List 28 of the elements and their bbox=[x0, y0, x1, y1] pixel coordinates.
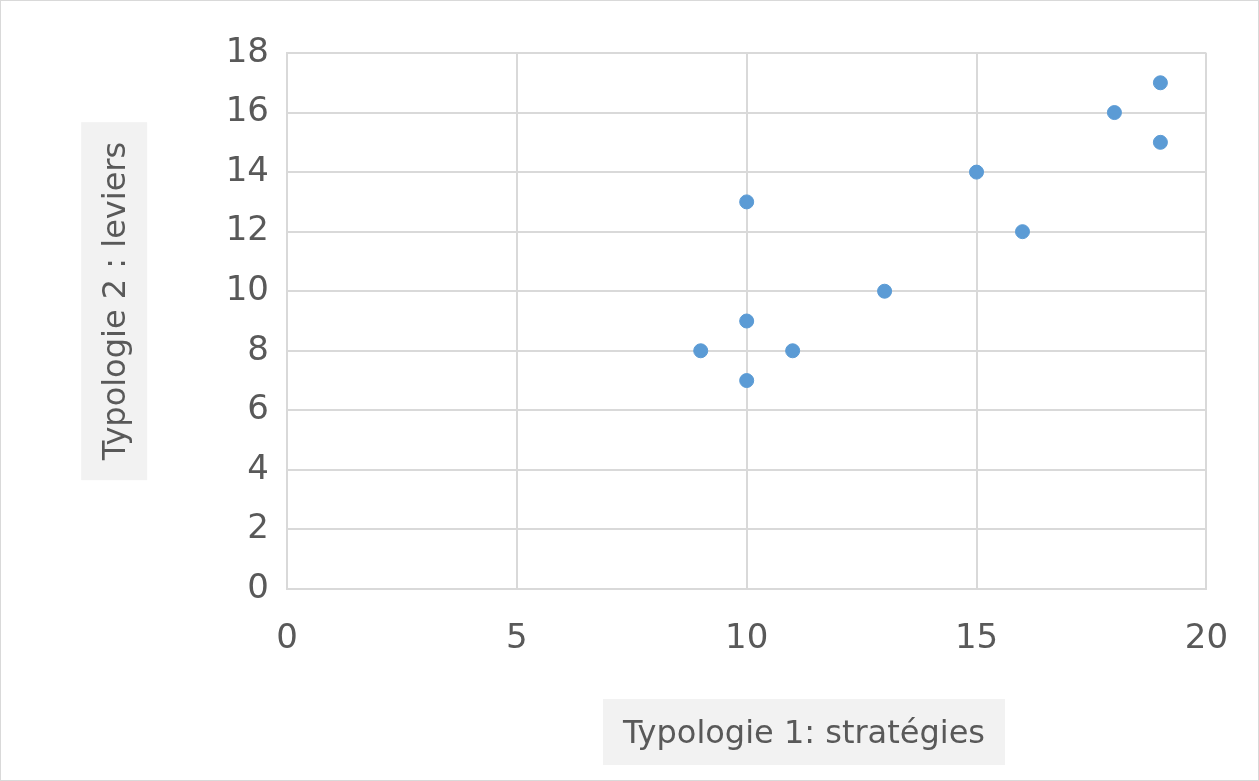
y-tick-label: 10 bbox=[225, 268, 269, 309]
x-tick-label: 5 bbox=[506, 616, 528, 657]
point bbox=[877, 283, 893, 299]
point bbox=[785, 343, 801, 359]
y-tick-label: 0 bbox=[247, 565, 269, 606]
y-axis-title: Typologie 2 : leviers bbox=[81, 121, 148, 481]
x-tick-label: 15 bbox=[954, 616, 999, 657]
y-tick-label: 16 bbox=[225, 89, 269, 130]
y-tick-label: 8 bbox=[247, 327, 269, 368]
y-tick-label: 12 bbox=[225, 208, 269, 249]
point bbox=[1152, 75, 1168, 91]
x-tick-label: 10 bbox=[725, 616, 769, 657]
y-tick-label: 14 bbox=[225, 148, 269, 189]
point bbox=[739, 194, 755, 210]
point bbox=[739, 313, 755, 329]
y-tick-label: 4 bbox=[247, 446, 269, 487]
x-axis-title: Typologie 1: stratégies bbox=[603, 699, 1006, 765]
y-tick-label: 6 bbox=[247, 387, 269, 428]
point bbox=[1152, 134, 1168, 150]
y-tick-label: 2 bbox=[247, 506, 269, 547]
point bbox=[969, 164, 985, 180]
point bbox=[1014, 224, 1030, 240]
point bbox=[739, 373, 755, 389]
x-tick-label: 0 bbox=[276, 616, 298, 657]
y-tick-label: 18 bbox=[225, 29, 269, 70]
point bbox=[1106, 105, 1122, 121]
point bbox=[693, 343, 709, 359]
x-tick-label: 20 bbox=[1184, 616, 1228, 657]
